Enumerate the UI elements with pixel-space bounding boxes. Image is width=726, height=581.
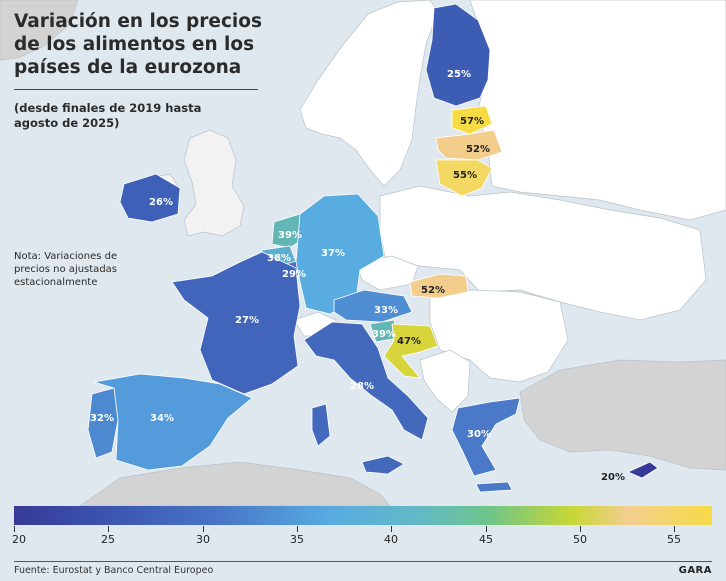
legend-tick-label: 55: [667, 533, 681, 546]
map-note: Nota: Variaciones de precios no ajustada…: [14, 251, 118, 288]
legend-tick: [203, 526, 204, 532]
legend-gradient-bar: [14, 506, 712, 525]
label-grecia: 30%: [467, 429, 491, 440]
legend-tick: [108, 526, 109, 532]
legend-tick: [580, 526, 581, 532]
region-irlanda: [119, 173, 181, 223]
label-francia: 27%: [235, 315, 259, 326]
footer-divider: [14, 561, 712, 562]
label-eslovaquia: 52%: [421, 285, 445, 296]
label-croacia: 47%: [397, 336, 421, 347]
legend-tick: [14, 526, 15, 532]
legend-tick: [297, 526, 298, 532]
legend-tick-label: 35: [290, 533, 304, 546]
non-eurozone-land: [0, 0, 726, 506]
legend-tick-label: 50: [573, 533, 587, 546]
legend-tick-label: 25: [101, 533, 115, 546]
region-italia: [303, 321, 429, 441]
region-lituania: [435, 159, 493, 197]
label-eslovenia: 39%: [372, 329, 396, 340]
label-austria: 33%: [374, 305, 398, 316]
region-grecia: [451, 397, 521, 477]
region-sicilia: [361, 455, 405, 475]
region-alemania: [295, 193, 385, 315]
legend-tick: [391, 526, 392, 532]
legend-tick-label: 30: [196, 533, 210, 546]
label-chipre: 20%: [601, 472, 625, 483]
europe-map: 25% 57% 52% 55% 26% 39% 38% 29% 37% 27% …: [0, 0, 726, 506]
label-alemania: 37%: [321, 248, 345, 259]
label-belgica: 38%: [267, 253, 291, 264]
region-creta: [475, 481, 513, 493]
label-luxemburgo: 29%: [282, 269, 306, 280]
title-divider: [14, 89, 258, 90]
label-italia: 28%: [350, 381, 374, 392]
region-chipre: [627, 461, 659, 479]
label-portugal: 32%: [90, 413, 114, 424]
label-lituania: 55%: [453, 170, 477, 181]
legend-tick-label: 40: [384, 533, 398, 546]
eurozone-countries: [87, 3, 659, 493]
legend-tick-label: 45: [479, 533, 493, 546]
legend-tick-label: 20: [12, 533, 26, 546]
legend-tick: [674, 526, 675, 532]
region-finlandia: [425, 3, 491, 107]
region-estonia: [451, 105, 493, 135]
region-austria: [333, 289, 413, 323]
region-cerdena: [311, 403, 331, 447]
region-espana: [93, 373, 253, 471]
label-finlandia: 25%: [447, 69, 471, 80]
region-croacia: [383, 323, 439, 379]
region-eslovaquia: [409, 273, 469, 299]
region-letonia: [435, 129, 503, 161]
map-subtitle: (desde finales de 2019 hasta agosto de 2…: [14, 101, 202, 130]
label-espana: 34%: [150, 413, 174, 424]
region-labels: 25% 57% 52% 55% 26% 39% 38% 29% 37% 27% …: [90, 69, 625, 483]
label-estonia: 57%: [460, 116, 484, 127]
label-paises-bajos: 39%: [278, 230, 302, 241]
region-francia: [171, 251, 301, 395]
label-irlanda: 26%: [149, 197, 173, 208]
brand-logo: GARA: [678, 565, 712, 576]
map-title: Variación en los precios de los alimento…: [14, 11, 262, 78]
source-note: Fuente: Eurostat y Banco Central Europeo: [14, 565, 214, 576]
label-letonia: 52%: [466, 144, 490, 155]
legend-tick: [486, 526, 487, 532]
color-legend: 20 25 30 35 40 45 50 55: [12, 506, 712, 546]
